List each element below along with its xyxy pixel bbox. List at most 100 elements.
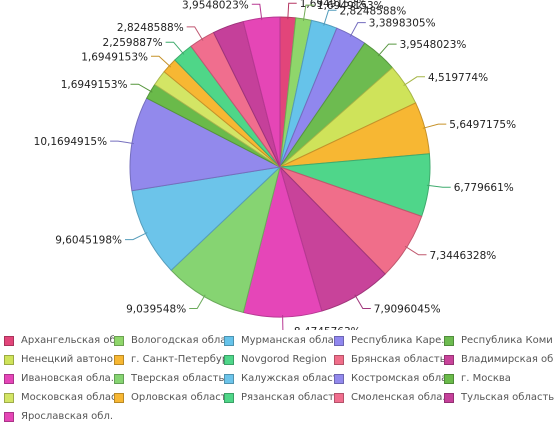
label-connector-18	[165, 41, 185, 55]
pie-data-label-17: 1,6949153%	[81, 51, 148, 63]
legend-item-1[interactable]: Архангельская обл...	[4, 333, 114, 348]
legend-swatch	[114, 373, 124, 384]
label-connector-3	[323, 9, 337, 26]
legend-swatch	[4, 411, 14, 422]
legend-item-9[interactable]: Брянская область	[334, 352, 444, 367]
pie-data-label-2: 1,6949153%	[317, 0, 384, 12]
legend-swatch	[334, 335, 344, 346]
legend-item-15[interactable]: г. Москва	[444, 371, 554, 386]
label-connector-14	[110, 140, 134, 145]
pie-chart: 1,6949153%1,6949153%2,8248588%3,3898305%…	[34, 0, 516, 330]
legend-label: Калужская область	[241, 373, 334, 384]
pie-labels: 1,6949153%1,6949153%2,8248588%3,3898305%…	[34, 0, 516, 330]
pie-data-label-5: 3,9548023%	[400, 39, 467, 51]
pie-data-label-11: 8,4745763%	[294, 326, 361, 330]
legend-swatch	[224, 373, 234, 384]
label-connector-1	[287, 2, 297, 20]
legend-label: Тульская область	[461, 392, 554, 403]
pie-data-label-15: 1,6949153%	[61, 79, 128, 91]
chart-legend: Архангельская обл... Вологодская облас...…	[4, 333, 558, 424]
label-connector-8	[426, 184, 451, 188]
legend-swatch	[114, 354, 124, 365]
legend-item-13[interactable]: Калужская область	[224, 371, 334, 386]
label-connector-12	[189, 294, 206, 309]
legend-swatch	[114, 392, 124, 403]
legend-swatch	[224, 392, 234, 403]
label-connector-5	[377, 43, 397, 57]
pie-data-label-14: 10,1694915%	[34, 136, 107, 148]
legend-label: Смоленская обла...	[351, 392, 444, 403]
legend-label: Рязанская область	[241, 392, 334, 403]
legend-item-17[interactable]: Орловская область	[114, 390, 224, 405]
label-connector-21	[251, 3, 263, 21]
legend-label: Ивановская обла...	[21, 373, 114, 384]
legend-swatch	[4, 354, 14, 365]
legend-swatch	[4, 373, 14, 384]
legend-swatch	[444, 392, 454, 403]
legend-item-16[interactable]: Московская облас...	[4, 390, 114, 405]
legend-label: Брянская область	[351, 354, 444, 365]
legend-item-7[interactable]: г. Санкт-Петербург	[114, 352, 224, 367]
label-connector-7	[422, 123, 447, 129]
legend-item-8[interactable]: Novgorod Region	[224, 352, 334, 367]
pie-data-label-8: 6,779661%	[454, 182, 514, 194]
pie-data-label-21: 3,9548023%	[182, 0, 249, 11]
label-connector-6	[403, 76, 425, 87]
label-connector-19	[186, 26, 204, 41]
legend-label: Архангельская обл...	[21, 335, 114, 346]
legend-item-2[interactable]: Вологодская облас...	[114, 333, 224, 348]
legend-label: Novgorod Region	[241, 354, 327, 365]
label-connector-15	[130, 83, 153, 93]
legend-swatch	[334, 354, 344, 365]
legend-item-21[interactable]: Ярославская обл...	[4, 409, 114, 424]
label-connector-17	[151, 55, 172, 68]
label-connector-2	[302, 4, 314, 21]
legend-item-3[interactable]: Мурманская обла...	[224, 333, 334, 348]
legend-item-10[interactable]: Владимирская об...	[444, 352, 554, 367]
legend-item-18[interactable]: Рязанская область	[224, 390, 334, 405]
legend-item-11[interactable]: Ивановская обла...	[4, 371, 114, 386]
legend-swatch	[114, 335, 124, 346]
pie-data-label-12: 9,039548%	[126, 304, 186, 316]
pie-data-label-7: 5,6497175%	[449, 119, 516, 131]
legend-item-14[interactable]: Костромская обла...	[334, 371, 444, 386]
pie-slices	[129, 16, 431, 318]
legend-swatch	[334, 392, 344, 403]
legend-label: Вологодская облас...	[131, 335, 224, 346]
legend-label: Ненецкий автоно...	[21, 354, 114, 365]
pie-data-label-4: 3,3898305%	[369, 18, 436, 30]
legend-item-5[interactable]: Республика Коми	[444, 333, 554, 348]
pie-data-label-18: 2,259887%	[103, 37, 163, 49]
legend-label: Тверская область	[131, 373, 224, 384]
label-connector-13	[125, 232, 148, 241]
legend-swatch	[224, 335, 234, 346]
legend-item-19[interactable]: Смоленская обла...	[334, 390, 444, 405]
legend-label: Республика Коми	[461, 335, 553, 346]
legend-label: г. Москва	[461, 373, 511, 384]
legend-item-12[interactable]: Тверская область	[114, 371, 224, 386]
legend-label: Мурманская обла...	[241, 335, 334, 346]
pie-data-label-10: 7,9096045%	[374, 304, 441, 316]
pie-data-label-6: 4,519774%	[428, 72, 488, 84]
legend-swatch	[444, 335, 454, 346]
legend-swatch	[444, 354, 454, 365]
legend-swatch	[334, 373, 344, 384]
pie-data-label-9: 7,3446328%	[430, 250, 497, 262]
legend-swatch	[224, 354, 234, 365]
pie-data-label-13: 9,6045198%	[55, 235, 122, 247]
label-connector-11	[282, 314, 284, 330]
legend-item-6[interactable]: Ненецкий автоно...	[4, 352, 114, 367]
pie-data-label-19: 2,8248588%	[117, 22, 184, 34]
label-connector-4	[349, 22, 366, 37]
label-connector-10	[354, 294, 371, 309]
legend-swatch	[4, 392, 14, 403]
legend-label: Республика Каре...	[351, 335, 444, 346]
legend-item-20[interactable]: Тульская область	[444, 390, 554, 405]
legend-item-4[interactable]: Республика Каре...	[334, 333, 444, 348]
legend-label: Ярославская обл...	[21, 411, 114, 422]
legend-label: Владимирская об...	[461, 354, 554, 365]
label-connector-9	[404, 245, 427, 256]
legend-swatch	[4, 335, 14, 346]
pie-data-label-1: 1,6949153%	[300, 0, 367, 10]
